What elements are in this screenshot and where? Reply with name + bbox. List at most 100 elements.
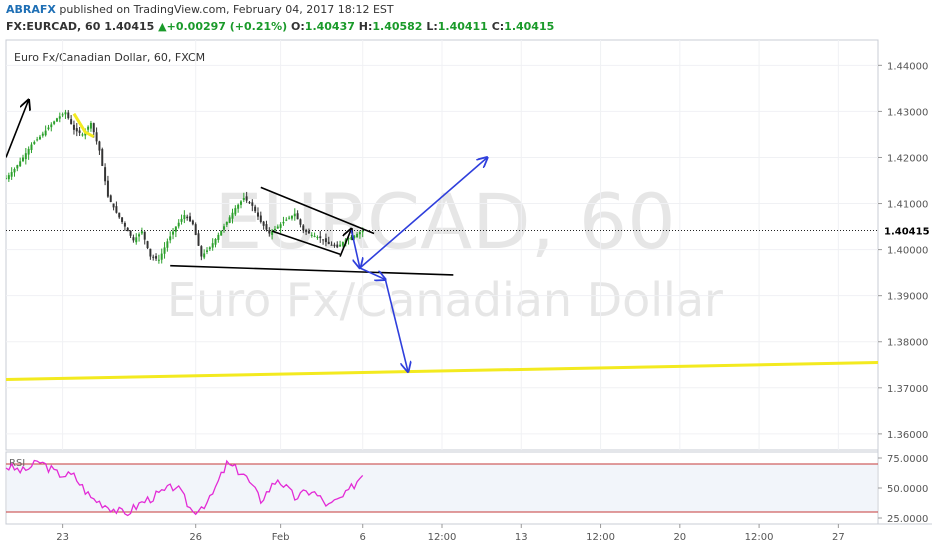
- candle: [358, 230, 361, 239]
- peak-highlight: [72, 112, 95, 139]
- candle: [50, 122, 53, 132]
- candle-body: [92, 123, 95, 133]
- candle-body: [7, 175, 10, 180]
- candle: [276, 224, 279, 229]
- candle-body: [163, 247, 166, 254]
- candle: [254, 204, 257, 213]
- candle-body: [231, 212, 234, 219]
- trendline-wedge-upper[interactable]: [260, 186, 375, 235]
- candle: [64, 109, 67, 119]
- candle-body: [237, 204, 240, 209]
- candle-body: [160, 253, 163, 260]
- blue-right-arrow[interactable]: [359, 267, 385, 280]
- candle-body: [95, 132, 98, 142]
- candle-body: [206, 250, 209, 252]
- candle-body: [302, 225, 305, 231]
- candle: [27, 146, 30, 160]
- candle: [186, 214, 189, 221]
- candle-body: [313, 235, 316, 237]
- wedge-up-arrow[interactable]: [339, 229, 351, 257]
- candle: [36, 136, 39, 142]
- candle-body: [98, 141, 101, 151]
- candle: [160, 248, 163, 264]
- candle-body: [38, 136, 41, 140]
- candle: [322, 239, 325, 245]
- candle: [172, 227, 175, 240]
- rsi-label: RSI: [9, 458, 25, 469]
- candle: [217, 232, 220, 243]
- candle-body: [67, 112, 70, 119]
- candle-body: [36, 139, 39, 141]
- rsi-tick-label: 25.0000: [887, 514, 928, 525]
- trendline-wedge-lower[interactable]: [271, 230, 341, 255]
- candle-body: [239, 201, 242, 205]
- candle: [98, 140, 101, 155]
- candle: [265, 220, 268, 232]
- candle: [211, 238, 214, 251]
- candle-body: [174, 226, 177, 232]
- candle: [163, 242, 166, 259]
- candle-body: [155, 256, 158, 259]
- candle-body: [256, 212, 259, 217]
- candle-body: [61, 114, 64, 116]
- candle: [310, 232, 313, 238]
- candle: [316, 235, 319, 240]
- y-tick-label: 1.42000: [887, 153, 928, 164]
- candle-body: [223, 226, 225, 230]
- candle: [55, 117, 58, 122]
- blue-down-arrow-1[interactable]: [350, 230, 359, 268]
- candle-body: [285, 219, 288, 221]
- candle: [271, 229, 274, 240]
- candle: [21, 154, 24, 163]
- candle-body: [115, 206, 118, 213]
- candle-body: [271, 231, 274, 235]
- candle: [313, 232, 316, 238]
- candle-body: [273, 228, 276, 231]
- candle: [177, 219, 180, 229]
- candle: [327, 236, 330, 245]
- publisher-name[interactable]: ABRAFX: [6, 3, 56, 16]
- trendline-yellow-support[interactable]: [6, 360, 878, 382]
- candle-body: [13, 168, 16, 173]
- candle-body: [106, 180, 109, 197]
- candle-body: [293, 213, 296, 217]
- candle-body: [101, 149, 104, 166]
- candle: [220, 230, 223, 236]
- blue-down-arrow-2[interactable]: [384, 279, 408, 372]
- candle: [75, 122, 78, 137]
- blue-up-arrow[interactable]: [359, 157, 487, 269]
- candle: [262, 220, 265, 230]
- candle: [324, 233, 327, 247]
- candle-body: [217, 234, 220, 240]
- early-up-arrow[interactable]: [6, 100, 29, 158]
- candle: [248, 200, 251, 204]
- candle-body: [296, 213, 299, 220]
- candle: [166, 238, 169, 252]
- candle-body: [89, 122, 92, 129]
- candle-body: [70, 119, 73, 124]
- candle-body: [254, 206, 257, 212]
- price-axis[interactable]: [878, 40, 932, 524]
- candle-body: [208, 247, 211, 250]
- rsi-tick-label: 50.0000: [887, 484, 928, 495]
- candle: [115, 201, 118, 214]
- trendline-support[interactable]: [170, 264, 454, 276]
- candle: [101, 147, 104, 167]
- watermark-name: Euro Fx/Canadian Dollar: [167, 273, 723, 327]
- candle-body: [200, 246, 203, 257]
- candle: [121, 217, 124, 224]
- candle-body: [121, 217, 124, 222]
- candle: [149, 248, 152, 260]
- candle-body: [186, 216, 189, 219]
- candle-body: [177, 222, 180, 227]
- candle-body: [135, 237, 138, 243]
- candle-body: [27, 148, 30, 155]
- candle-body: [225, 221, 228, 225]
- candle: [47, 124, 50, 131]
- y-tick-label: 1.37000: [887, 384, 928, 395]
- candle-body: [356, 233, 359, 238]
- candle: [33, 140, 36, 145]
- candle-body: [234, 208, 237, 215]
- candle: [135, 233, 138, 245]
